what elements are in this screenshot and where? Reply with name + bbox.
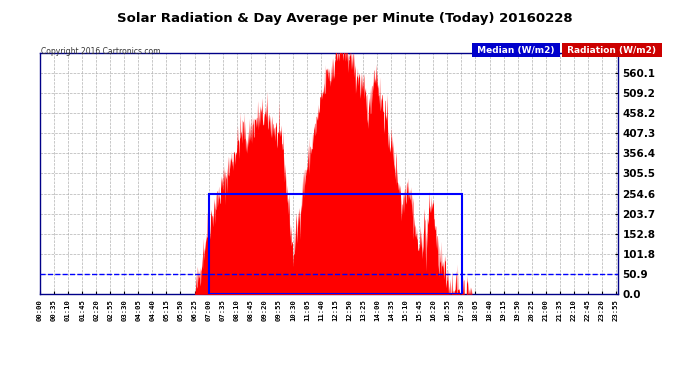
Text: Copyright 2016 Cartronics.com: Copyright 2016 Cartronics.com bbox=[41, 47, 161, 56]
Text: Solar Radiation & Day Average per Minute (Today) 20160228: Solar Radiation & Day Average per Minute… bbox=[117, 12, 573, 25]
Text: Median (W/m2): Median (W/m2) bbox=[474, 46, 558, 55]
Bar bbox=[209, 194, 462, 294]
Text: Radiation (W/m2): Radiation (W/m2) bbox=[564, 46, 660, 55]
